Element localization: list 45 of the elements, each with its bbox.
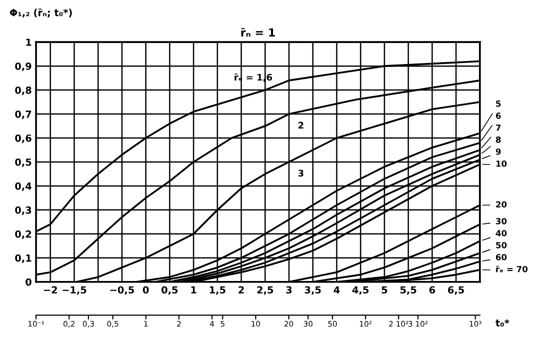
text: 7	[496, 124, 501, 131]
x-tick-label: 1	[191, 286, 196, 294]
y-tick-label: 1	[26, 38, 32, 46]
y-tick-label: 0,5	[15, 158, 32, 168]
x-tick-label: 6	[429, 286, 436, 294]
legend-label: 20	[496, 201, 507, 208]
y-tick-label: 0,9	[15, 62, 32, 72]
text: 8	[496, 136, 501, 143]
x-tick-label: 5,5	[400, 286, 416, 295]
y-tick-label: 0,4	[15, 182, 32, 192]
x-tick-label: 1,5	[210, 286, 226, 295]
x-tick-label: −2	[44, 286, 57, 294]
x-tick-label: −1,5	[62, 286, 86, 295]
x-tick-label: 0	[142, 286, 149, 294]
y-axis-title: Φ₁,₂ (r̄ₙ; t₀*)	[10, 8, 72, 18]
x2-axis-title: t₀*	[496, 319, 510, 327]
x-tick-label: 2,5	[257, 286, 274, 295]
series-label: 2	[298, 122, 304, 128]
x-tick-label: 3	[286, 286, 292, 294]
y-tick-label: 0,8	[15, 86, 32, 96]
y-tick-label: 0,1	[15, 254, 32, 263]
y-tick-label: 0	[26, 278, 32, 286]
series-label: 3	[298, 170, 304, 177]
legend-label: r̄ₑ = 70	[496, 266, 528, 272]
y-tick-label: 0,7	[15, 110, 32, 120]
legend-label: 40	[496, 230, 507, 236]
x-tick-label: 4	[334, 286, 340, 294]
text: 5	[496, 100, 501, 107]
x-tick-label: 6,5	[448, 286, 464, 295]
y-tick-label: 0,3	[15, 206, 32, 216]
x-tick-label: 0,5	[162, 286, 178, 295]
chart-title: r̄ₙ = 1	[241, 28, 275, 37]
text: 6	[496, 112, 501, 119]
legend-label: 50	[496, 242, 507, 248]
y-tick-label: 0,6	[15, 134, 32, 144]
x-tick-label: 4,5	[352, 286, 369, 295]
x-tick-label: 3,5	[304, 286, 321, 295]
legend-label: 10	[496, 160, 507, 167]
x-tick-label: −0,5	[110, 286, 134, 295]
y-tick-label: 0,2	[15, 230, 32, 239]
legend-label: 60	[496, 254, 507, 260]
legend-label: 30	[496, 218, 507, 224]
x-tick-label: 2	[238, 286, 244, 294]
legend-label: 9	[496, 148, 501, 155]
x-tick-label: 5	[382, 286, 388, 294]
